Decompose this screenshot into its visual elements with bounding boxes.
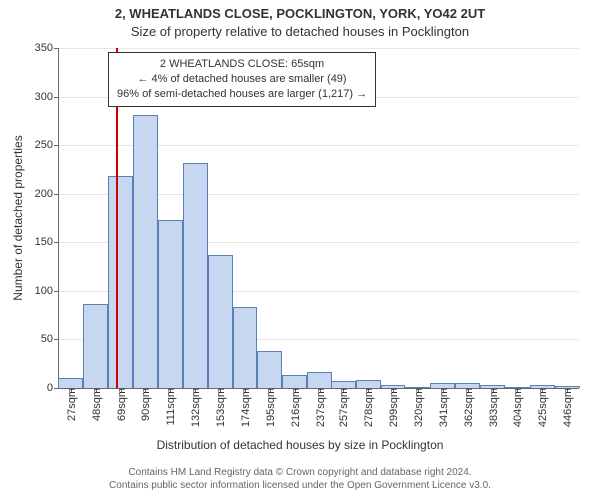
xtick-label: 404sqm — [510, 388, 524, 427]
xtick-label: 216sqm — [288, 388, 302, 427]
histogram-bar — [282, 375, 307, 388]
xtick-label: 278sqm — [361, 388, 375, 427]
xtick-label: 111sqm — [163, 388, 177, 426]
histogram-bar — [257, 351, 282, 388]
ytick-label: 50 — [41, 333, 59, 345]
x-axis-label: Distribution of detached houses by size … — [0, 438, 600, 452]
histogram-bar — [208, 255, 233, 388]
histogram-bar — [233, 307, 258, 388]
gridline — [59, 48, 579, 49]
chart-title-sub: Size of property relative to detached ho… — [0, 24, 600, 39]
xtick-label: 257sqm — [336, 388, 350, 427]
ytick-label: 100 — [35, 285, 59, 297]
histogram-bar — [307, 372, 332, 388]
property-size-histogram: 2, WHEATLANDS CLOSE, POCKLINGTON, YORK, … — [0, 0, 600, 500]
histogram-bar — [158, 220, 183, 388]
xtick-label: 425sqm — [535, 388, 549, 427]
info-box-line: ← 4% of detached houses are smaller (49) — [117, 72, 367, 87]
chart-title-main: 2, WHEATLANDS CLOSE, POCKLINGTON, YORK, … — [0, 6, 600, 21]
footer-line: Contains HM Land Registry data © Crown c… — [0, 466, 600, 479]
xtick-label: 383sqm — [486, 388, 500, 427]
xtick-label: 299sqm — [386, 388, 400, 427]
histogram-bar — [356, 380, 381, 388]
y-axis-label: Number of detached properties — [11, 128, 25, 308]
xtick-label: 90sqm — [138, 388, 152, 421]
histogram-bar — [108, 176, 133, 388]
property-info-box: 2 WHEATLANDS CLOSE: 65sqm← 4% of detache… — [108, 52, 376, 107]
xtick-label: 132sqm — [188, 388, 202, 427]
histogram-bar — [133, 115, 158, 388]
xtick-label: 320sqm — [411, 388, 425, 427]
chart-footer: Contains HM Land Registry data © Crown c… — [0, 466, 600, 492]
xtick-label: 195sqm — [263, 388, 277, 427]
ytick-label: 350 — [35, 42, 59, 54]
info-box-line: 2 WHEATLANDS CLOSE: 65sqm — [117, 57, 367, 72]
footer-line: Contains public sector information licen… — [0, 479, 600, 492]
histogram-bar — [83, 304, 108, 389]
ytick-label: 250 — [35, 139, 59, 151]
xtick-label: 27sqm — [64, 388, 78, 421]
ytick-label: 150 — [35, 236, 59, 248]
xtick-label: 48sqm — [89, 388, 103, 421]
info-box-line: 96% of semi-detached houses are larger (… — [117, 87, 367, 102]
histogram-bar — [183, 163, 208, 388]
ytick-label: 200 — [35, 188, 59, 200]
xtick-label: 237sqm — [313, 388, 327, 427]
histogram-bar — [331, 381, 356, 388]
ytick-label: 300 — [35, 91, 59, 103]
xtick-label: 174sqm — [238, 388, 252, 427]
histogram-bar — [58, 378, 83, 388]
xtick-label: 153sqm — [213, 388, 227, 427]
xtick-label: 69sqm — [114, 388, 128, 421]
xtick-label: 362sqm — [461, 388, 475, 427]
xtick-label: 446sqm — [560, 388, 574, 427]
ytick-label: 0 — [47, 382, 59, 394]
xtick-label: 341sqm — [436, 388, 450, 427]
